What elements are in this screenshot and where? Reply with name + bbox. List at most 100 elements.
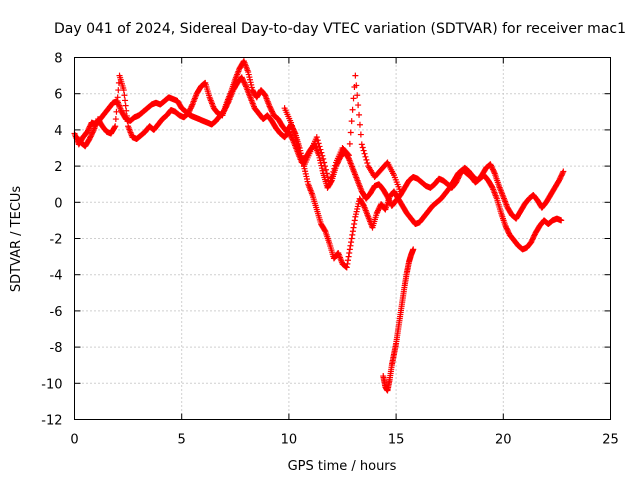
data-point xyxy=(491,169,498,176)
data-point xyxy=(349,228,356,235)
data-point xyxy=(353,82,360,89)
data-point xyxy=(357,131,364,138)
data-point xyxy=(111,124,118,131)
y-tick-label: -4 xyxy=(50,269,63,284)
y-tick-label: 2 xyxy=(54,160,62,175)
y-tick-label: 6 xyxy=(54,88,62,103)
data-point xyxy=(330,168,337,175)
data-point xyxy=(314,137,321,144)
data-point xyxy=(316,143,323,150)
data-point xyxy=(352,72,359,79)
data-point xyxy=(322,166,329,173)
x-tick-label: 20 xyxy=(495,433,512,448)
data-point xyxy=(345,253,352,260)
x-axis-label: GPS time / hours xyxy=(288,459,397,474)
data-point xyxy=(329,171,336,178)
data-point xyxy=(346,140,353,147)
x-tick-label: 15 xyxy=(388,433,405,448)
data-point xyxy=(123,107,130,114)
data-point xyxy=(318,149,325,156)
data-point xyxy=(298,153,305,160)
data-point xyxy=(297,150,304,157)
data-point xyxy=(295,144,302,151)
data-point xyxy=(345,152,352,159)
data-point xyxy=(121,92,128,99)
data-point xyxy=(315,140,322,147)
data-point xyxy=(354,92,361,99)
data-point xyxy=(347,242,354,249)
axis-ticks: 0 5 10 15 20 25 -12 -10 -8 -6 -4 -2 0 2 4 6 8 xyxy=(41,52,619,448)
data-point xyxy=(321,227,328,234)
data-point xyxy=(346,246,353,253)
data-point xyxy=(322,163,329,170)
data-point xyxy=(348,235,355,242)
data-point xyxy=(296,147,303,154)
series-trace-b xyxy=(73,58,565,271)
data-point xyxy=(348,118,355,125)
data-point xyxy=(114,101,121,108)
data-point xyxy=(112,116,119,123)
data-point xyxy=(242,82,249,89)
data-point xyxy=(289,125,296,132)
data-point xyxy=(332,162,339,169)
data-point xyxy=(356,111,363,118)
data-point xyxy=(327,178,334,185)
data-point xyxy=(358,141,365,148)
data-point xyxy=(560,168,567,175)
data-point xyxy=(345,151,352,158)
data-point xyxy=(347,129,354,136)
x-tick-label: 0 xyxy=(70,433,78,448)
data-point xyxy=(362,153,369,160)
data-point xyxy=(356,121,363,128)
y-tick-label: -12 xyxy=(41,414,62,429)
series-trace-c xyxy=(281,72,404,195)
data-point xyxy=(364,159,371,166)
y-tick-label: -8 xyxy=(50,341,63,356)
data-point xyxy=(115,87,122,94)
x-tick-label: 25 xyxy=(602,433,619,448)
y-tick-label: -2 xyxy=(50,233,63,248)
data-point xyxy=(351,221,358,228)
data-point xyxy=(343,264,350,271)
data-point xyxy=(112,123,119,130)
data-point xyxy=(559,169,566,176)
data-point xyxy=(122,97,129,104)
data-point xyxy=(321,159,328,166)
data-point xyxy=(349,106,356,113)
data-point xyxy=(349,231,356,238)
data-point xyxy=(350,95,357,102)
data-point xyxy=(361,150,368,157)
data-point xyxy=(331,165,338,172)
chart-title: Day 041 of 2024, Sidereal Day-to-day VTE… xyxy=(54,21,626,37)
data-point xyxy=(114,94,121,101)
y-tick-label: -6 xyxy=(50,305,63,320)
data-point xyxy=(291,132,298,139)
data-points xyxy=(71,58,567,394)
data-point xyxy=(292,135,299,142)
data-point xyxy=(317,146,324,153)
series-dip xyxy=(380,246,417,394)
data-point xyxy=(397,188,404,195)
data-point xyxy=(320,155,327,162)
data-point xyxy=(350,224,357,231)
data-point xyxy=(345,257,352,264)
y-tick-label: 0 xyxy=(54,196,62,211)
data-point xyxy=(326,181,333,188)
y-tick-label: -10 xyxy=(41,377,62,392)
data-point xyxy=(123,112,130,119)
data-point xyxy=(90,128,97,135)
x-tick-label: 5 xyxy=(178,433,186,448)
data-point xyxy=(120,87,127,94)
data-point xyxy=(346,249,353,256)
grid-layer xyxy=(74,57,611,420)
data-point xyxy=(558,217,565,224)
data-point xyxy=(294,141,301,148)
data-point xyxy=(288,122,295,129)
data-point xyxy=(360,147,367,154)
data-point xyxy=(351,217,358,224)
data-point xyxy=(410,246,417,253)
data-point xyxy=(188,102,195,109)
data-point xyxy=(124,118,131,125)
data-point xyxy=(355,102,362,109)
